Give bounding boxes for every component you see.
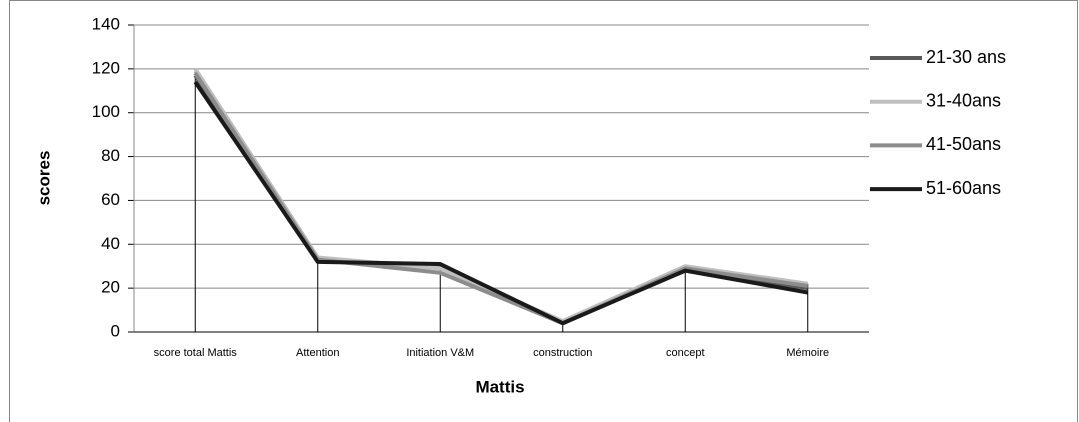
chart-border <box>9 0 1078 422</box>
x-tick-label: Attention <box>296 347 339 359</box>
y-tick-label: 100 <box>92 102 120 121</box>
x-tick-label: concept <box>666 347 705 359</box>
series-line <box>193 67 809 324</box>
legend-label: 31-40ans <box>926 90 1001 110</box>
y-tick-label: 0 <box>111 321 120 340</box>
x-tick-label: Mémoire <box>786 347 829 359</box>
y-tick-label: 140 <box>92 14 120 33</box>
legend-label: 41-50ans <box>926 134 1001 154</box>
y-tick-label: 80 <box>101 146 120 165</box>
x-tick-label: score total Mattis <box>154 347 238 359</box>
y-axis-title: scores <box>34 151 53 206</box>
series-line <box>193 72 809 326</box>
legend-label: 51-60ans <box>926 178 1001 198</box>
series-line <box>193 80 809 326</box>
y-tick-label: 40 <box>101 234 120 253</box>
y-tick-label: 120 <box>92 58 120 77</box>
x-tick-label: Initiation V&M <box>406 347 474 359</box>
x-axis-title: Mattis <box>475 377 524 396</box>
y-tick-label: 20 <box>101 278 120 297</box>
y-tick-label: 60 <box>101 190 120 209</box>
legend-label: 21-30 ans <box>926 47 1006 67</box>
x-tick-label: construction <box>533 347 592 359</box>
